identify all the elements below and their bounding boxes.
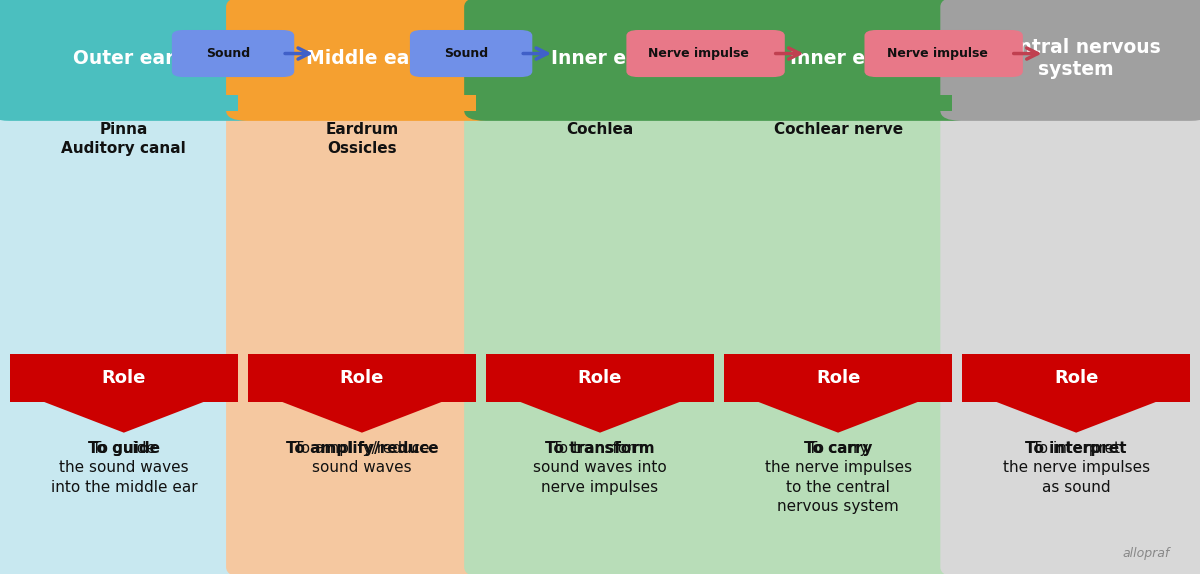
Text: Role: Role [102, 369, 146, 387]
Polygon shape [44, 402, 204, 433]
FancyBboxPatch shape [464, 0, 736, 574]
FancyBboxPatch shape [941, 0, 1200, 574]
FancyBboxPatch shape [410, 30, 533, 77]
Text: To guide: To guide [88, 441, 160, 456]
Text: Nerve impulse: Nerve impulse [648, 47, 749, 60]
Polygon shape [996, 402, 1156, 433]
FancyBboxPatch shape [226, 0, 498, 574]
Text: Sound: Sound [206, 47, 250, 60]
Text: Sound: Sound [444, 47, 488, 60]
FancyBboxPatch shape [226, 0, 498, 121]
Text: Cochlea: Cochlea [566, 122, 634, 137]
Polygon shape [962, 95, 1190, 111]
Text: Nerve impulse: Nerve impulse [887, 47, 988, 60]
Polygon shape [724, 354, 953, 402]
Polygon shape [724, 95, 953, 111]
Text: Role: Role [340, 369, 384, 387]
Text: To carry
the nerve impulses
to the central
nervous system: To carry the nerve impulses to the centr… [764, 441, 912, 514]
Polygon shape [247, 95, 476, 111]
Polygon shape [10, 354, 238, 402]
Text: Role: Role [816, 369, 860, 387]
Text: Middle ear: Middle ear [306, 49, 419, 68]
Text: Outer ear: Outer ear [73, 49, 174, 68]
FancyBboxPatch shape [702, 0, 974, 574]
Text: To guide
the sound waves
into the middle ear: To guide the sound waves into the middle… [50, 441, 197, 495]
Text: Role: Role [1054, 369, 1098, 387]
Polygon shape [247, 354, 476, 402]
FancyBboxPatch shape [941, 0, 1200, 121]
Polygon shape [962, 354, 1190, 402]
Polygon shape [486, 95, 714, 111]
Text: To interpret
the nerve impulses
as sound: To interpret the nerve impulses as sound [1002, 441, 1150, 495]
Text: To carry: To carry [804, 441, 872, 456]
Text: To amplify/reduce: To amplify/reduce [286, 441, 438, 456]
Text: Pinna
Auditory canal: Pinna Auditory canal [61, 122, 186, 156]
FancyBboxPatch shape [626, 30, 785, 77]
FancyBboxPatch shape [0, 0, 259, 121]
Polygon shape [486, 354, 714, 402]
Text: Role: Role [578, 369, 622, 387]
Text: Cochlear nerve: Cochlear nerve [774, 122, 902, 137]
FancyBboxPatch shape [464, 0, 736, 121]
Text: Eardrum
Ossicles: Eardrum Ossicles [325, 122, 398, 156]
Text: To transform
sound waves into
nerve impulses: To transform sound waves into nerve impu… [533, 441, 667, 495]
Polygon shape [758, 402, 918, 433]
Text: Inner ear: Inner ear [790, 49, 887, 68]
FancyBboxPatch shape [864, 30, 1022, 77]
FancyBboxPatch shape [702, 0, 974, 121]
Polygon shape [282, 402, 442, 433]
Text: To interpret: To interpret [1026, 441, 1127, 456]
Text: Central nervous
system: Central nervous system [991, 38, 1160, 79]
FancyBboxPatch shape [0, 0, 259, 574]
FancyBboxPatch shape [172, 30, 294, 77]
Text: allopraf: allopraf [1123, 546, 1170, 560]
Polygon shape [520, 402, 680, 433]
Text: Inner ear: Inner ear [552, 49, 648, 68]
Text: To amplify/reduce
sound waves: To amplify/reduce sound waves [294, 441, 430, 475]
Polygon shape [10, 95, 238, 111]
Text: To transform: To transform [545, 441, 655, 456]
